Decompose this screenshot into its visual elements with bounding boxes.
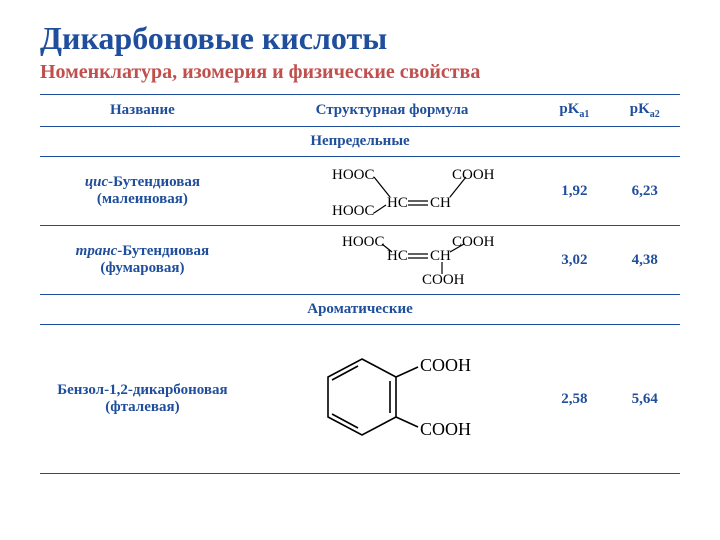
fumaric-structure: HOOC COOH HC CH COOH — [245, 226, 539, 295]
header-pka2: pKa2 — [610, 95, 680, 127]
phthalic-pka1: 2,58 — [539, 325, 609, 474]
svg-text:COOH: COOH — [422, 272, 465, 288]
svg-text:COOH: COOH — [420, 419, 471, 439]
header-pka1: pKa1 — [539, 95, 609, 127]
maleic-structure: HOOC COOH HC CH HOOC — [245, 157, 539, 226]
acids-table: Название Структурная формула pKa1 pKa2 Н… — [40, 94, 680, 474]
fumaric-structure-svg: HOOC COOH HC CH COOH — [282, 232, 502, 288]
header-structure: Структурная формула — [245, 95, 539, 127]
section-aromatic-label: Ароматические — [40, 295, 680, 325]
phthalic-name: Бензол-1,2-дикарбоновая (фталевая) — [40, 325, 245, 474]
fumaric-name: транс-Бутендиовая (фумаровая) — [40, 226, 245, 295]
fumaric-pka2: 4,38 — [610, 226, 680, 295]
maleic-structure-svg: HOOC COOH HC CH HOOC — [282, 163, 502, 219]
table-header-row: Название Структурная формула pKa1 pKa2 — [40, 95, 680, 127]
phthalic-structure-svg: COOH COOH — [292, 339, 492, 459]
svg-text:COOH: COOH — [420, 355, 471, 375]
phthalic-pka2: 5,64 — [610, 325, 680, 474]
svg-text:CH: CH — [430, 195, 451, 211]
fumaric-pka1: 3,02 — [539, 226, 609, 295]
phthalic-structure: COOH COOH — [245, 325, 539, 474]
svg-text:COOH: COOH — [452, 167, 495, 183]
maleic-pka1: 1,92 — [539, 157, 609, 226]
page-subtitle: Номенклатура, изомерия и физические свой… — [40, 61, 680, 84]
page-title: Дикарбоновые кислоты — [40, 20, 680, 57]
svg-text:HC: HC — [387, 195, 408, 211]
section-unsaturated: Непредельные — [40, 127, 680, 157]
svg-text:HOOC: HOOC — [342, 234, 385, 250]
row-fumaric: транс-Бутендиовая (фумаровая) HOOC COOH … — [40, 226, 680, 295]
section-unsaturated-label: Непредельные — [40, 127, 680, 157]
maleic-name: цис-Бутендиовая (малеиновая) — [40, 157, 245, 226]
svg-text:CH: CH — [430, 248, 451, 264]
svg-text:HOOC: HOOC — [332, 167, 375, 183]
row-maleic: цис-Бутендиовая (малеиновая) HOOC COOH H… — [40, 157, 680, 226]
slide: Дикарбоновые кислоты Номенклатура, изоме… — [0, 0, 720, 474]
section-aromatic: Ароматические — [40, 295, 680, 325]
svg-text:HOOC: HOOC — [332, 203, 375, 219]
row-phthalic: Бензол-1,2-дикарбоновая (фталевая) — [40, 325, 680, 474]
header-name: Название — [40, 95, 245, 127]
maleic-pka2: 6,23 — [610, 157, 680, 226]
